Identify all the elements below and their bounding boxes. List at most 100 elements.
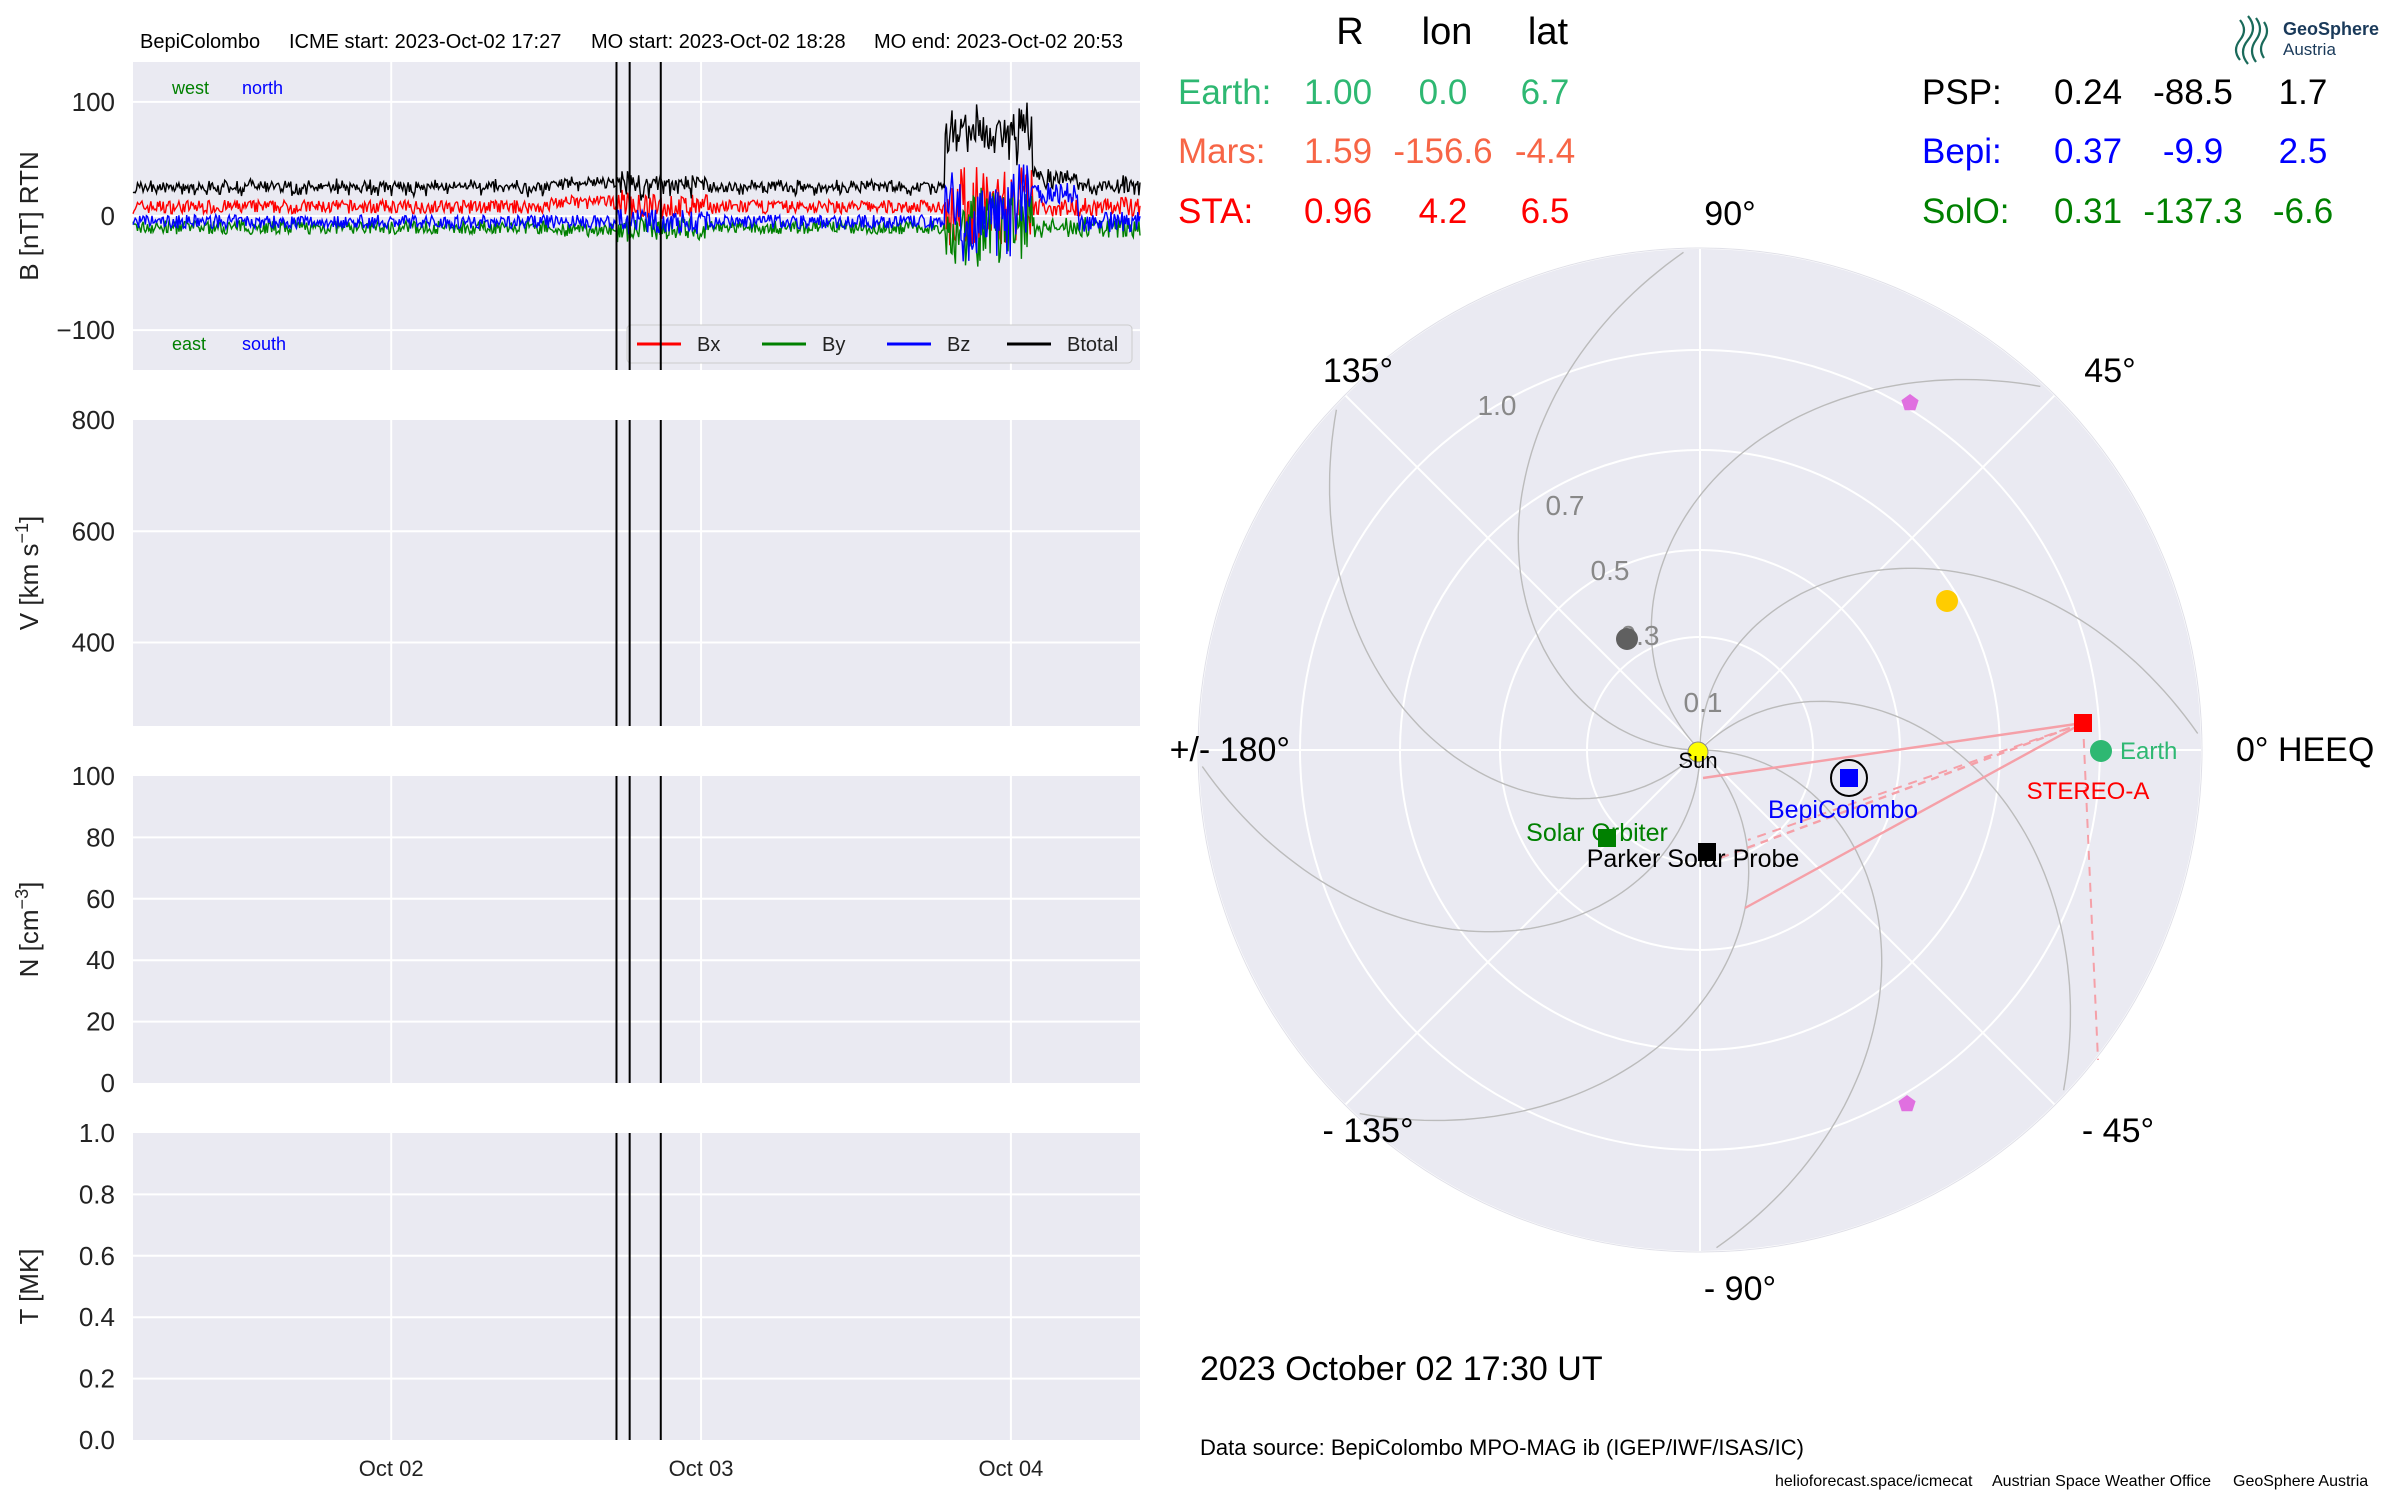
series-Bx: [132, 167, 1141, 246]
parker-spiral: [1699, 749, 1883, 1249]
angle-label: 135°: [1323, 352, 1393, 390]
bepi-ring: [1830, 759, 1868, 797]
sta-fieldline-dashed: [2082, 722, 2099, 1061]
ylabel: T [MK]: [14, 1248, 44, 1324]
ytick-label: 800: [72, 405, 115, 435]
mercury-marker: [1616, 628, 1638, 650]
logo-text-line2: Austria: [2283, 40, 2336, 59]
solo-label: Solar Orbiter: [1526, 819, 1668, 847]
pentagon-marker: [1901, 394, 1919, 411]
parker-spiral: [1359, 749, 1750, 1122]
table-right-r: 0.24: [2054, 73, 2122, 112]
psp-label: Parker Solar Probe: [1587, 845, 1800, 873]
series-Bz: [132, 164, 1141, 262]
table-header-lat: lat: [1528, 11, 1569, 53]
radial-label: 0.5: [1591, 555, 1630, 586]
ytick-label: 0: [101, 1068, 115, 1098]
ytick-label: 0: [101, 201, 115, 231]
earth-marker: [2090, 740, 2112, 762]
parker-spiral: [1699, 567, 2199, 751]
table-left-lon: -156.6: [1393, 132, 1492, 171]
table-left-name: Mars:: [1178, 132, 1266, 171]
panel-background: [133, 420, 1140, 726]
label-east: east: [172, 334, 206, 354]
psp-marker: [1698, 843, 1716, 861]
sta-fieldline: [1702, 721, 2084, 780]
ytick-label: 100: [72, 87, 115, 117]
table-header-lon: lon: [1422, 11, 1473, 53]
ytick-label: 600: [72, 516, 115, 546]
angle-label: - 135°: [1322, 1112, 1413, 1150]
bepi-marker: [1840, 769, 1858, 787]
spoke: [1699, 394, 2056, 751]
footer-org: GeoSphere Austria: [2233, 1473, 2368, 1490]
header-spacecraft: BepiColombo: [140, 31, 260, 53]
table-left-r: 0.96: [1304, 192, 1372, 231]
time-series-panels: −100 0 100 B [nT] RTN west north east south Bx By…: [12, 62, 1141, 1481]
panel-B: −100 0 100 B [nT] RTN west north east south Bx By…: [14, 62, 1141, 370]
angle-label: - 90°: [1704, 1270, 1776, 1308]
table-left-lat: 6.7: [1521, 73, 1570, 112]
parker-spiral: [1517, 251, 1701, 751]
sun-marker: [1687, 741, 1709, 763]
stereo-a-label: STEREO-A: [2027, 778, 2150, 805]
table-header-r: R: [1336, 11, 1363, 53]
ytick-label: 0.4: [79, 1302, 115, 1332]
table-right-lat: -6.6: [2273, 192, 2333, 231]
radial-label: 0.1: [1684, 687, 1723, 718]
solo-marker: [1598, 829, 1616, 847]
ylabel: N [cm−3]: [12, 882, 44, 978]
date-label: 2023 October 02 17:30 UT: [1200, 1350, 1603, 1388]
ylabel: V [km s−1]: [12, 516, 44, 630]
series-Btotal: [132, 102, 1141, 201]
polar-plot: 0.10.30.50.71.090°45°0° HEEQ- 45°- 90°- …: [1170, 195, 2375, 1308]
parker-spiral: [1650, 378, 2041, 751]
ytick-label: 40: [86, 945, 115, 975]
label-south: south: [242, 334, 286, 354]
sta-fieldline: [1719, 721, 2084, 860]
angle-label: 0° HEEQ: [2236, 731, 2374, 769]
spoke: [1699, 749, 2056, 1106]
label-north: north: [242, 78, 283, 98]
ytick-label: 0.0: [79, 1425, 115, 1455]
earth-label: Earth: [2120, 738, 2177, 765]
logo-icon: [2234, 15, 2269, 65]
legend-box: [626, 324, 1133, 364]
panel-background: [133, 776, 1140, 1083]
bepi-label: BepiColombo: [1768, 796, 1918, 824]
data-source: Data source: BepiColombo MPO-MAG ib (IGE…: [1200, 1435, 1804, 1460]
label-west: west: [171, 78, 209, 98]
table-right-r: 0.31: [2054, 192, 2122, 231]
table-left-lat: 6.5: [1521, 192, 1570, 231]
xtick-label: Oct 04: [978, 1456, 1043, 1481]
sta-fieldline-dashed: [1747, 722, 2084, 841]
logo-text-line1: GeoSphere: [2283, 19, 2379, 39]
panel-N: 0 20 40 60 80 100 N [cm−3]: [12, 761, 1140, 1098]
table-left-lon: 4.2: [1419, 192, 1468, 231]
table-right-name: PSP:: [1922, 73, 2002, 112]
table-left-lat: -4.4: [1515, 132, 1575, 171]
parker-spiral: [1201, 749, 1701, 933]
legend: Bx By Bz Btotal: [626, 324, 1133, 364]
spoke: [1344, 394, 1701, 751]
table-right-name: SolO:: [1922, 192, 2010, 231]
table-left-r: 1.00: [1304, 73, 1372, 112]
header-icme-start: ICME start: 2023-Oct-02 17:27: [289, 31, 561, 53]
table-left-r: 1.59: [1304, 132, 1372, 171]
ytick-label: −100: [56, 315, 115, 345]
table-right-lon: -9.9: [2163, 132, 2223, 171]
venus-marker: [1936, 590, 1958, 612]
ytick-label: 20: [86, 1007, 115, 1037]
panel-background: [133, 1133, 1140, 1440]
radial-label: 1.0: [1478, 390, 1517, 421]
ytick-label: 0.8: [79, 1179, 115, 1209]
table-right-lat: 1.7: [2279, 73, 2328, 112]
xtick-label: Oct 02: [359, 1456, 424, 1481]
header-mo-end: MO end: 2023-Oct-02 20:53: [874, 31, 1123, 53]
ytick-label: 400: [72, 628, 115, 658]
ytick-label: 1.0: [79, 1118, 115, 1148]
footer-site: helioforecast.space/icmecat: [1775, 1473, 1973, 1490]
sta-fieldline: [1744, 721, 2084, 910]
